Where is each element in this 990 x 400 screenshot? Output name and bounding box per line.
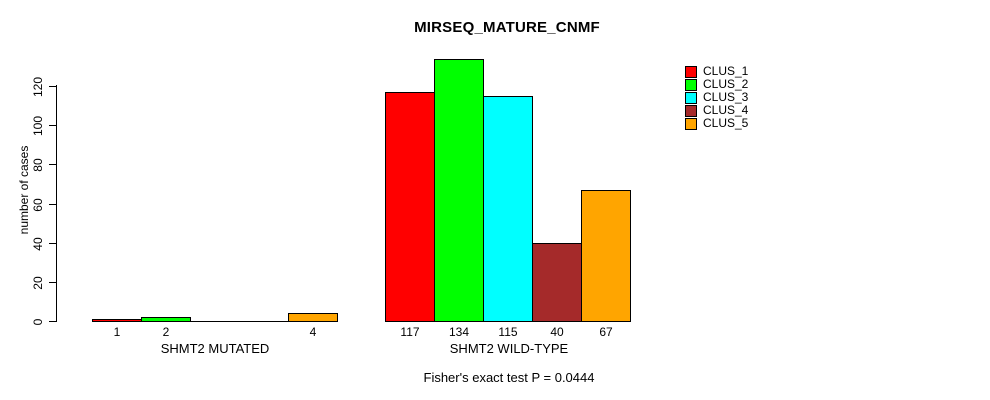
footer-pvalue: Fisher's exact test P = 0.0444 [423,370,595,385]
y-tick [49,243,56,244]
bar-value-label: 2 [162,325,170,339]
y-tick [49,86,56,87]
legend-row: CLUS_1 [685,65,748,78]
y-tick-label: 20 [31,276,45,290]
bar-clus_2 [434,59,484,322]
legend-label: CLUS_3 [703,90,749,104]
y-tick-label: 120 [31,76,45,98]
y-axis-line [56,85,57,322]
legend: CLUS_1 CLUS_2 CLUS_3 CLUS_4 CLUS_5 [685,65,748,130]
group-label-wildtype: SHMT2 WILD-TYPE [449,341,569,356]
legend-swatch-clus_3 [685,91,697,104]
bar-value-label: 67 [599,325,613,339]
legend-row: CLUS_4 [685,104,748,117]
group-label-mutated: SHMT2 MUTATED [160,341,270,356]
y-tick-label: 100 [31,115,45,137]
bar-clus_1 [92,319,142,322]
legend-label: CLUS_4 [703,103,749,117]
y-tick [49,282,56,283]
y-tick-label: 40 [31,237,45,251]
legend-swatch-clus_2 [685,78,697,91]
y-tick [49,164,56,165]
bar-value-label: 115 [498,325,518,339]
y-tick-label: 80 [31,158,45,172]
legend-row: CLUS_2 [685,78,748,91]
legend-row: CLUS_3 [685,91,748,104]
y-tick [49,125,56,126]
bar-zero-line [239,321,289,322]
bar-value-label: 134 [448,325,470,339]
bar-clus_5 [288,313,338,322]
legend-label: CLUS_5 [703,116,749,130]
legend-swatch-clus_5 [685,117,697,130]
bar-zero-line [190,321,240,322]
bar-clus_1 [385,92,435,322]
y-tick [49,321,56,322]
bar-clus_3 [483,96,533,322]
bar-value-label: 117 [400,325,420,339]
y-tick-label: 60 [31,198,45,212]
legend-label: CLUS_1 [703,64,749,78]
legend-row: CLUS_5 [685,117,748,130]
bar-clus_2 [141,317,191,322]
legend-swatch-clus_1 [685,65,697,78]
bar-value-label: 40 [550,325,564,339]
bar-clus_4 [532,243,582,322]
bar-value-label: 1 [113,325,121,339]
legend-swatch-clus_4 [685,104,697,117]
bar-value-label: 4 [309,325,317,339]
y-tick [49,204,56,205]
chart-title: MIRSEQ_MATURE_CNMF [414,19,600,36]
y-tick-label: 0 [31,318,45,326]
bar-clus_5 [581,190,631,322]
legend-label: CLUS_2 [703,77,749,91]
